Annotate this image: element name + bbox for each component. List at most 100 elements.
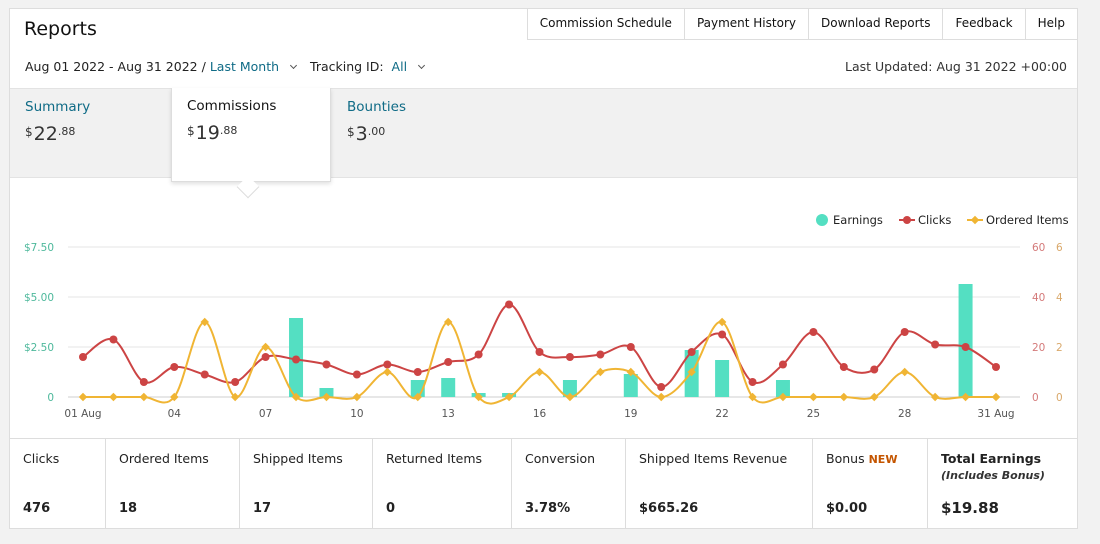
- ordered-items-point: [230, 392, 240, 402]
- y-tick-label-clicks: 40: [1032, 292, 1045, 304]
- feedback-button[interactable]: Feedback: [943, 9, 1026, 39]
- stat-value: 0: [386, 501, 396, 516]
- ordered-items-point: [687, 367, 696, 377]
- y-tick-label-clicks: 20: [1032, 342, 1045, 354]
- last-updated: Last Updated: Aug 31 2022 +00:00: [845, 59, 1067, 74]
- stat-label: Shipped Items Revenue: [639, 451, 788, 466]
- ordered-items-point: [474, 392, 483, 402]
- ordered-items-point: [504, 392, 514, 402]
- ordered-items-point: [200, 317, 209, 327]
- stat-value: 18: [119, 501, 138, 516]
- ordered-items-point: [261, 342, 270, 352]
- download-reports-button[interactable]: Download Reports: [809, 9, 944, 39]
- payment-history-button[interactable]: Payment History: [685, 9, 809, 39]
- amount-dollars: 3: [355, 123, 368, 145]
- ordered-items-point: [961, 392, 970, 402]
- tab-commissions[interactable]: Commissions $ 19 .88: [171, 88, 331, 182]
- ordered-items-point: [352, 392, 362, 402]
- stat-value: 476: [23, 501, 51, 516]
- clicks-point: [170, 363, 179, 371]
- stat-value: $19.88: [941, 499, 999, 517]
- earnings-bar: [715, 360, 730, 397]
- new-badge: NEW: [868, 453, 898, 466]
- stat-value: $0.00: [826, 501, 868, 516]
- clicks-point: [931, 340, 940, 349]
- clicks-point: [79, 353, 87, 361]
- stat-ordered-items: Ordered Items 18: [106, 439, 240, 529]
- currency-symbol: $: [25, 125, 33, 139]
- stat-label: Bonus NEW: [826, 451, 915, 466]
- amount-cents: .88: [219, 124, 238, 137]
- clicks-point: [474, 350, 483, 359]
- reports-panel: Reports Commission Schedule Payment Hist…: [9, 8, 1078, 529]
- earnings-chart: 0 $2.50 $5.00 $7.50 0 20 40 60 0 2 4 6 01 Aug 04 07 10 1…: [24, 213, 1069, 420]
- x-tick-label: 19: [624, 408, 637, 420]
- stat-bonus: Bonus NEW $0.00: [813, 439, 928, 529]
- tab-summary-amount: $ 22 .88: [25, 123, 155, 145]
- clicks-point: [687, 348, 696, 356]
- ordered-items-point: [78, 392, 88, 402]
- ordered-items-point: [322, 392, 331, 402]
- clicks-point: [383, 360, 392, 369]
- help-button[interactable]: Help: [1037, 16, 1065, 30]
- earnings-bar: [562, 380, 577, 397]
- tracking-value: All: [391, 59, 408, 74]
- clicks-point: [626, 343, 635, 351]
- x-tick-label: 10: [350, 408, 363, 420]
- earnings-bar: [958, 284, 973, 397]
- legend-label: Earnings: [833, 213, 883, 227]
- x-tick-label: 22: [715, 408, 728, 420]
- tab-summary[interactable]: Summary $ 22 .88: [10, 89, 170, 179]
- tab-commissions-label: Commissions: [187, 98, 277, 114]
- tab-bounties-label: Bounties: [347, 99, 407, 115]
- ordered-items-point: [596, 367, 605, 377]
- clicks-point: [200, 370, 209, 379]
- y-tick-label-earnings: $2.50: [24, 342, 54, 354]
- clicks-point: [322, 360, 331, 369]
- y-tick-label-ordered: 0: [1056, 392, 1063, 404]
- earnings-bar: [441, 378, 456, 397]
- stat-shipped-revenue: Shipped Items Revenue $665.26: [626, 439, 813, 529]
- page-title: Reports: [24, 18, 97, 40]
- clicks-point: [992, 363, 1000, 371]
- ordered-items-point: [778, 392, 788, 402]
- legend-earnings-icon: [816, 214, 828, 226]
- commission-schedule-button[interactable]: Commission Schedule: [528, 9, 685, 39]
- ordered-items-point: [139, 392, 149, 402]
- x-tick-label: 16: [533, 408, 547, 420]
- stat-total-earnings: Total Earnings (Includes Bonus) $19.88: [928, 439, 1077, 529]
- ordered-items-point: [383, 367, 392, 377]
- ordered-items-point: [170, 392, 179, 402]
- stat-value: 17: [253, 501, 272, 516]
- y-tick-label-ordered: 4: [1056, 292, 1063, 304]
- tab-summary-label: Summary: [25, 99, 91, 115]
- ordered-items-line: [82, 320, 996, 405]
- tracking-dropdown[interactable]: All: [391, 59, 426, 74]
- legend-ordered-icon: [970, 215, 980, 225]
- ordered-items-point: [535, 367, 544, 377]
- clicks-point: [718, 330, 727, 339]
- stat-label: Clicks: [23, 451, 60, 466]
- legend-label: Clicks: [918, 213, 951, 227]
- x-tick-label: 28: [898, 408, 911, 420]
- ordered-items-point: [900, 367, 909, 377]
- clicks-point: [292, 355, 301, 364]
- clicks-point: [596, 350, 605, 359]
- stat-label: Conversion: [525, 451, 596, 466]
- period-dropdown[interactable]: Last Month: [210, 59, 298, 74]
- stat-value: $665.26: [639, 501, 699, 516]
- currency-symbol: $: [347, 125, 355, 139]
- tab-bounties[interactable]: Bounties $ 3 .00: [332, 89, 492, 179]
- clicks-point: [565, 353, 574, 361]
- x-tick-label: 07: [259, 408, 272, 420]
- stat-value: 3.78%: [525, 501, 571, 516]
- currency-symbol: $: [187, 124, 195, 138]
- stat-shipped-items: Shipped Items 17: [240, 439, 373, 529]
- stat-label: Total Earnings: [941, 451, 1042, 466]
- x-tick-label: 25: [807, 408, 820, 420]
- tab-bounties-amount: $ 3 .00: [347, 123, 477, 145]
- legend-label: Ordered Items: [986, 213, 1069, 227]
- chevron-down-icon: [289, 61, 298, 70]
- ordered-items-point: [291, 392, 301, 402]
- stat-conversion: Conversion 3.78%: [512, 439, 626, 529]
